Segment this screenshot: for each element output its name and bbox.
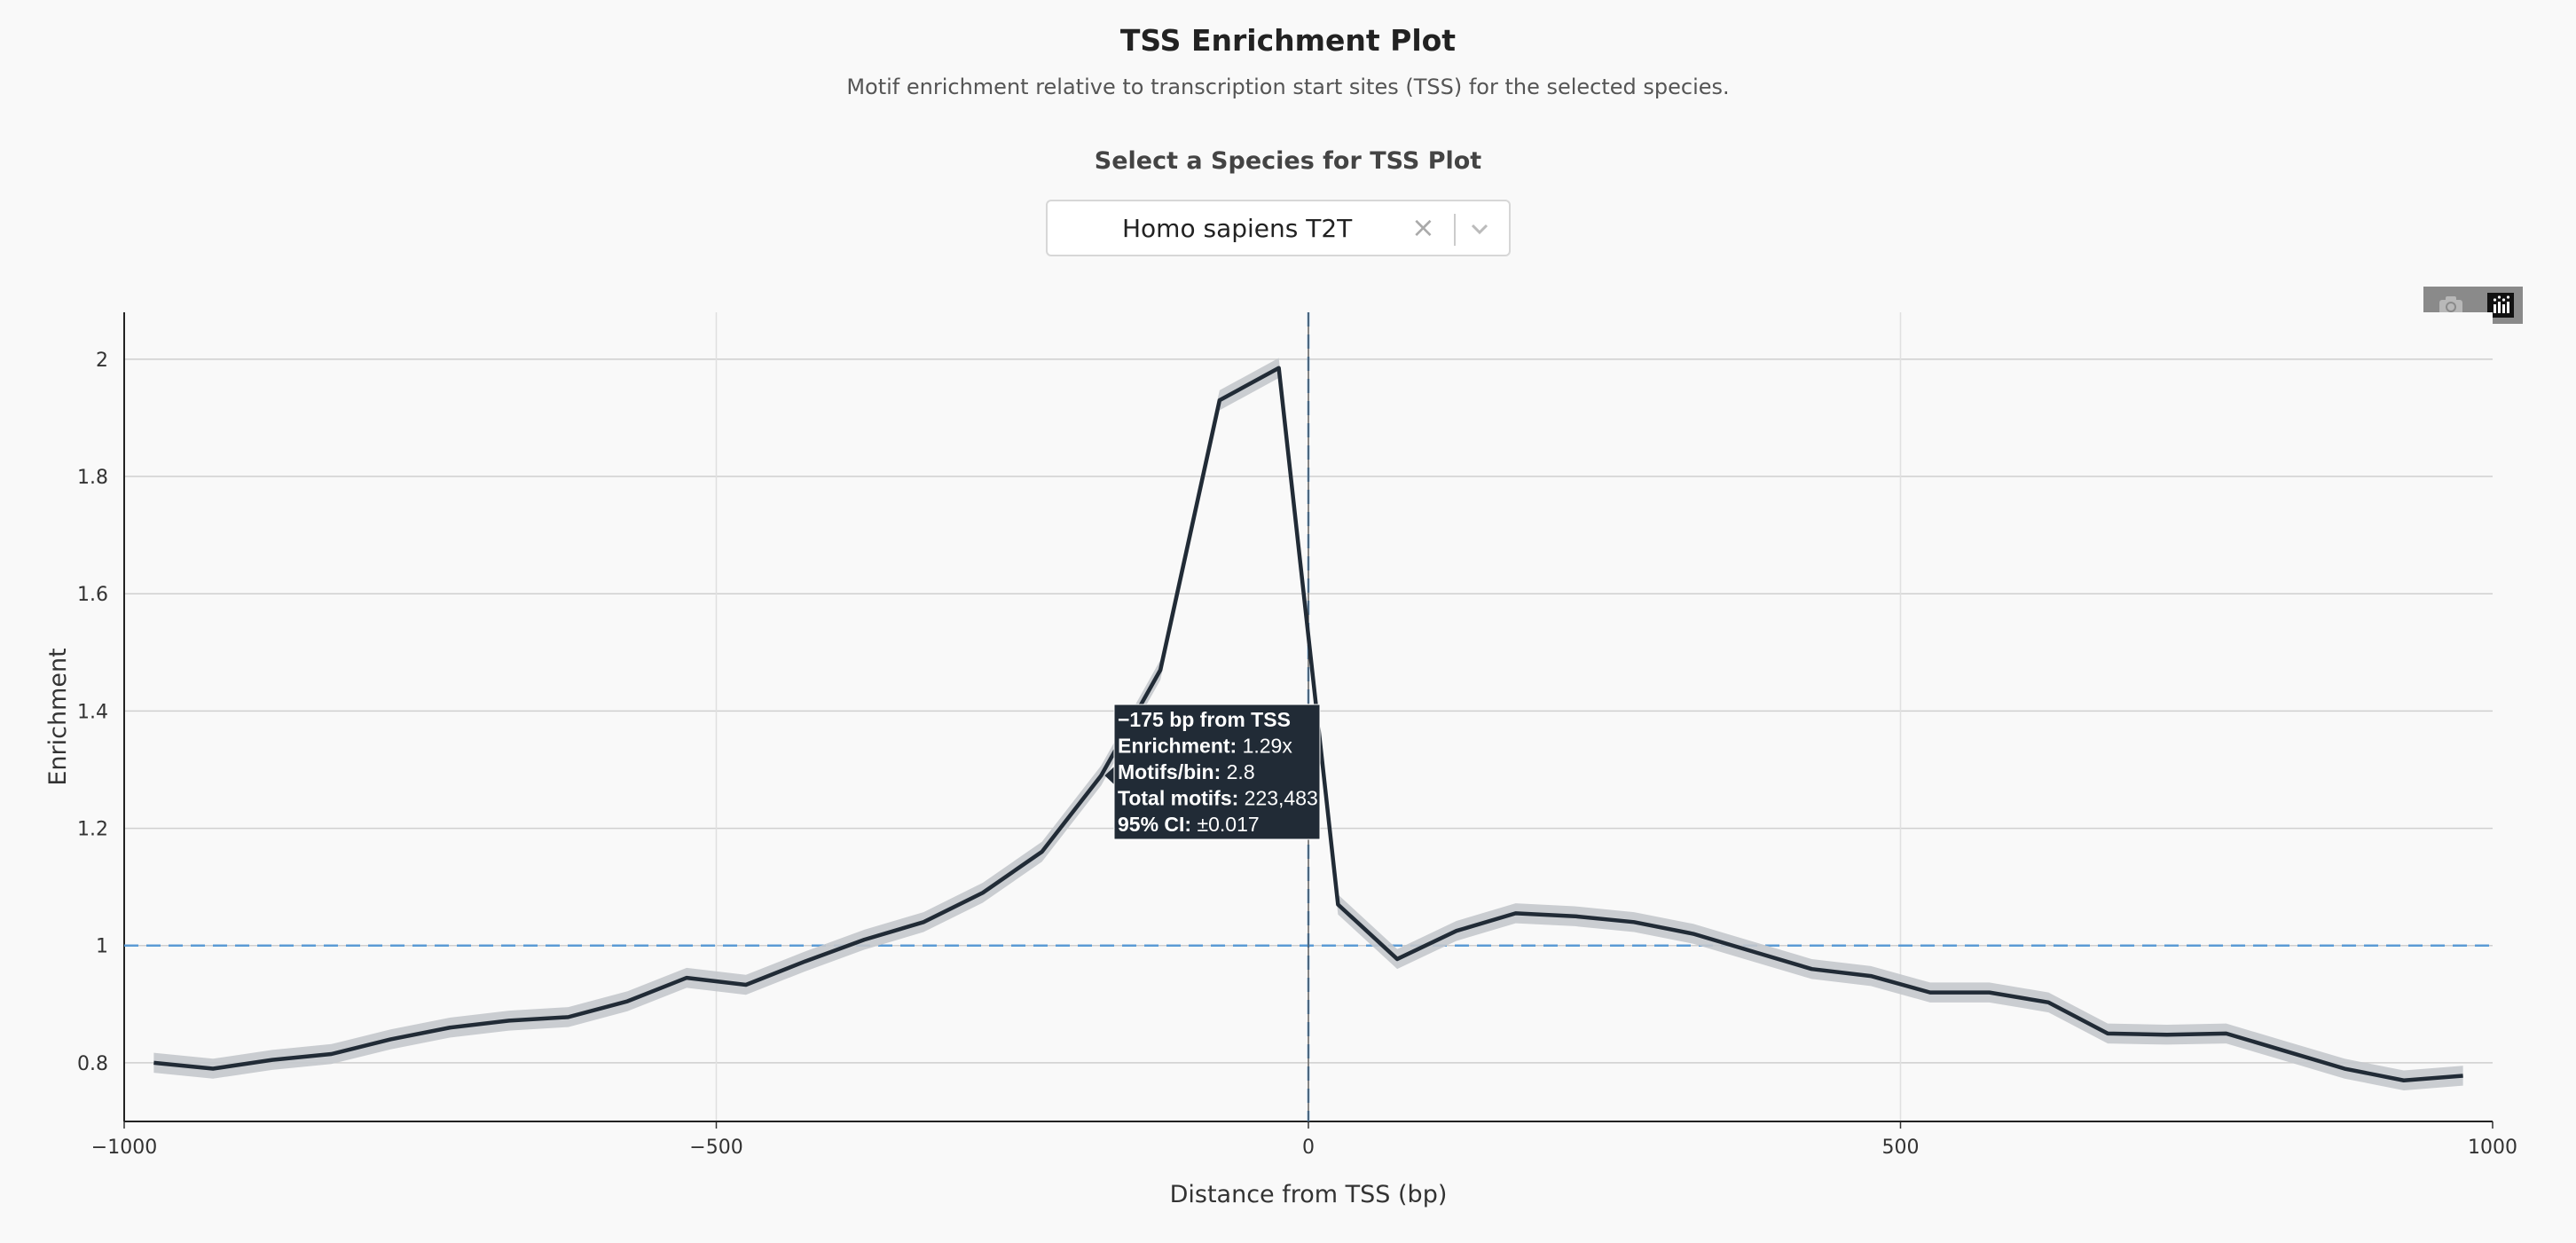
clear-icon[interactable]: × (1411, 210, 1435, 244)
plotly-logo-icon[interactable] (2486, 292, 2516, 319)
y-tick-label: 1 (96, 936, 108, 958)
tooltip-line-value: 2.8 (1227, 760, 1255, 783)
y-tick-label: 1.4 (77, 701, 108, 723)
x-tick-label: −500 (689, 1137, 742, 1159)
x-tick-label: 500 (1882, 1137, 1920, 1159)
species-dropdown-value: Homo sapiens T2T (1122, 214, 1353, 243)
dropdown-separator (1454, 214, 1456, 246)
x-tick-label: 1000 (2468, 1137, 2517, 1159)
y-tick-label: 1.2 (77, 819, 108, 841)
tooltip-line-label: Enrichment: (1118, 735, 1243, 758)
x-tick-label: −1000 (91, 1137, 157, 1159)
page-subtitle: Motif enrichment relative to transcripti… (846, 75, 1730, 99)
tooltip-line: 95% CI: ±0.017 (1118, 813, 1260, 836)
tooltip-line-label: Motifs/bin: (1118, 760, 1227, 783)
tooltip-line: Total motifs: 223,483 (1118, 787, 1318, 810)
y-tick-label: 2 (96, 350, 108, 372)
tooltip-line-value: 1.29x (1243, 735, 1293, 758)
tooltip-line-label: 95% CI: (1118, 813, 1197, 836)
tooltip-line-value: 223,483 (1245, 787, 1318, 810)
enrichment-line (153, 366, 2463, 1082)
tooltip-line-value: ±0.017 (1197, 813, 1259, 836)
x-axis-title: Distance from TSS (bp) (1170, 1181, 1448, 1208)
y-tick-label: 1.6 (77, 584, 108, 606)
y-axis-title: Enrichment (44, 648, 72, 785)
species-dropdown[interactable]: Homo sapiens T2T × (1046, 200, 1511, 256)
y-tick-label: 1.8 (77, 467, 108, 489)
chevron-down-icon[interactable] (1468, 217, 1491, 240)
x-tick-label: 0 (1302, 1137, 1315, 1159)
tooltip-line-label: Total motifs: (1118, 787, 1245, 810)
y-tick-label: 0.8 (77, 1053, 108, 1075)
page-title: TSS Enrichment Plot (1119, 23, 1457, 58)
tooltip-line: Motifs/bin: 2.8 (1118, 760, 1255, 783)
tooltip-title: −175 bp from TSS (1118, 708, 1291, 731)
species-select-label: Select a Species for TSS Plot (1094, 147, 1482, 175)
tooltip-line: Enrichment: 1.29x (1118, 735, 1292, 758)
tooltip-box (1113, 704, 1321, 840)
tooltip-pointer (1104, 767, 1114, 785)
camera-icon[interactable] (2436, 292, 2466, 319)
